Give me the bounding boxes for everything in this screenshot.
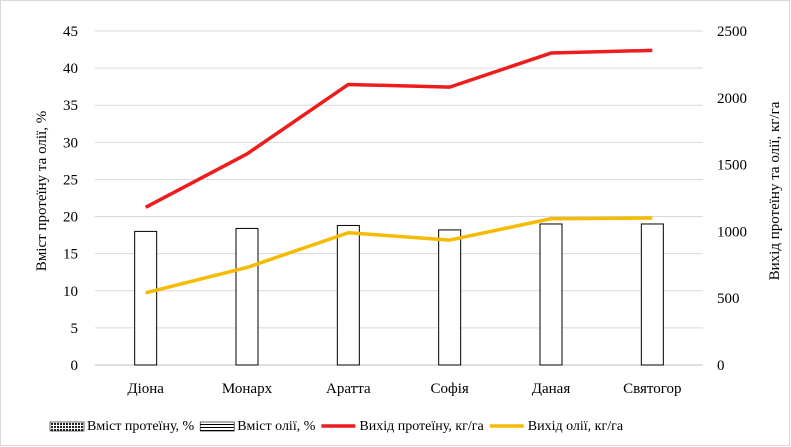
y-tick-label-right: 0 <box>717 358 725 374</box>
legend-label: Вміст олії, % <box>237 419 316 434</box>
x-tick-label: Святогор <box>623 381 681 397</box>
y-tick-label-left: 15 <box>63 247 78 263</box>
y-tick-label-right: 2000 <box>717 91 747 107</box>
legend-swatch <box>49 421 85 432</box>
x-tick-label: Аратта <box>326 381 371 397</box>
bar <box>336 224 360 366</box>
series-line <box>144 48 653 209</box>
y-tick-label-left: 35 <box>63 98 78 114</box>
bar <box>134 230 158 366</box>
y-axis-title-right: Вихід протеїну та олії, кг/га <box>767 101 783 280</box>
legend-label: Вихід олії, кг/га <box>528 419 624 434</box>
bar <box>235 227 259 366</box>
y-axis-title-left: Вміст протеїну та олії, % <box>34 111 50 271</box>
legend-label: Вихід протеїну, кг/га <box>359 419 484 434</box>
x-tick-label: Софія <box>431 381 469 397</box>
y-tick-label-left: 25 <box>63 172 78 188</box>
series-line <box>145 216 653 295</box>
y-tick-label-right: 500 <box>717 291 740 307</box>
bar <box>640 223 664 366</box>
y-tick-label-left: 40 <box>63 61 78 77</box>
bar <box>539 223 563 366</box>
bar <box>438 229 462 366</box>
bars <box>134 223 664 366</box>
y-tick-label-right: 2500 <box>717 24 747 40</box>
y-tick-label-right: 1500 <box>717 158 747 174</box>
y-tick-label-left: 30 <box>63 135 78 151</box>
y-tick-label-left: 10 <box>63 284 78 300</box>
y-tick-label-left: 5 <box>71 321 79 337</box>
x-tick-label: Монарх <box>222 381 273 397</box>
y-tick-label-left: 45 <box>63 24 78 40</box>
axes: Вміст протеїну та олії, % Вихід протеїну… <box>34 24 783 397</box>
legend-swatch <box>199 421 235 432</box>
x-tick-label: Діона <box>127 381 164 397</box>
legend-label: Вміст протеїну, % <box>87 419 195 434</box>
legend: Вміст протеїну, % Вміст олії, % Вихід прот… <box>49 419 624 434</box>
y-tick-label-left: 20 <box>63 210 78 226</box>
y-tick-label-left: 0 <box>71 358 79 374</box>
y-tick-label-right: 1000 <box>717 224 747 240</box>
x-tick-label: Даная <box>532 381 571 397</box>
lines <box>144 48 653 295</box>
